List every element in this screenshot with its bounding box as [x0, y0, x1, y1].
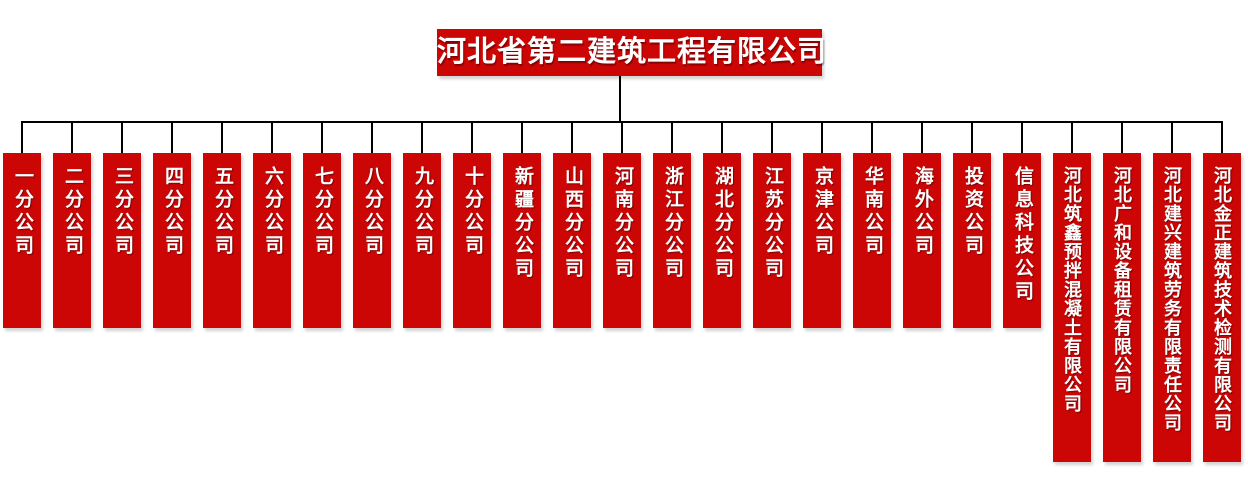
branch-box: 十分公司 [453, 153, 491, 328]
branch-connector-line [1021, 121, 1023, 153]
branch-connector-line [221, 121, 223, 153]
root-company-label: 河北省第二建筑工程有限公司 [437, 36, 828, 68]
branch-box: 江苏分公司 [753, 153, 791, 328]
branch-connector-line [121, 121, 123, 153]
branch-box: 九分公司 [403, 153, 441, 328]
branch-box: 河北筑鑫预拌混凝土有限公司 [1053, 153, 1091, 462]
branch-label: 河南分公司 [612, 166, 633, 281]
branch-connector-line [1071, 121, 1073, 153]
branch-box: 五分公司 [203, 153, 241, 328]
branch-label: 河北金正建筑技术检测有限公司 [1212, 166, 1232, 432]
branch-box: 湖北分公司 [703, 153, 741, 328]
branch-label: 四分公司 [162, 166, 183, 258]
branch-box: 七分公司 [303, 153, 341, 328]
branch-label: 八分公司 [362, 166, 383, 258]
branch-connector-line [721, 121, 723, 153]
branch-label: 河北广和设备租赁有限公司 [1112, 166, 1132, 394]
branch-connector-line [1221, 121, 1223, 153]
branch-label: 浙江分公司 [662, 166, 683, 281]
branch-label: 二分公司 [62, 166, 83, 258]
branch-box: 华南公司 [853, 153, 891, 328]
branch-label: 信息科技公司 [1012, 166, 1033, 304]
branch-box: 投资公司 [953, 153, 991, 328]
branch-label: 投资公司 [962, 166, 983, 258]
branch-connector-line [571, 121, 573, 153]
branch-box: 新疆分公司 [503, 153, 541, 328]
branch-label: 华南公司 [862, 166, 883, 258]
branch-label: 河北筑鑫预拌混凝土有限公司 [1062, 166, 1082, 413]
branch-connector-line [421, 121, 423, 153]
branch-connector-line [871, 121, 873, 153]
branch-label: 新疆分公司 [512, 166, 533, 281]
branch-connector-line [771, 121, 773, 153]
branch-connector-line [821, 121, 823, 153]
branch-label: 江苏分公司 [762, 166, 783, 281]
branch-connector-line [671, 121, 673, 153]
branch-connector-line [971, 121, 973, 153]
branch-box: 山西分公司 [553, 153, 591, 328]
branch-connector-line [471, 121, 473, 153]
branch-connector-line [1171, 121, 1173, 153]
branch-label: 湖北分公司 [712, 166, 733, 281]
branch-connector-line [521, 121, 523, 153]
root-connector-line [619, 76, 621, 122]
branch-box: 四分公司 [153, 153, 191, 328]
branch-connector-line [71, 121, 73, 153]
branch-label: 一分公司 [12, 166, 33, 258]
branch-connector-line [171, 121, 173, 153]
branch-connector-line [621, 121, 623, 153]
branch-label: 七分公司 [312, 166, 333, 258]
branch-label: 三分公司 [112, 166, 133, 258]
branch-box: 河北广和设备租赁有限公司 [1103, 153, 1141, 462]
branch-box: 信息科技公司 [1003, 153, 1041, 328]
branch-label: 五分公司 [212, 166, 233, 258]
branch-box: 河北建兴建筑劳务有限责任公司 [1153, 153, 1191, 462]
branch-box: 京津公司 [803, 153, 841, 328]
branch-connector-line [271, 121, 273, 153]
branch-box: 六分公司 [253, 153, 291, 328]
branch-label: 十分公司 [462, 166, 483, 258]
branch-connector-line [321, 121, 323, 153]
branch-label: 京津公司 [812, 166, 833, 258]
branch-box: 一分公司 [3, 153, 41, 328]
branch-box: 浙江分公司 [653, 153, 691, 328]
branch-connector-line [1121, 121, 1123, 153]
branch-box: 三分公司 [103, 153, 141, 328]
branch-connector-line [371, 121, 373, 153]
branch-label: 山西分公司 [562, 166, 583, 281]
branch-box: 河北金正建筑技术检测有限公司 [1203, 153, 1241, 462]
branch-connector-line [921, 121, 923, 153]
branch-label: 河北建兴建筑劳务有限责任公司 [1162, 166, 1182, 432]
branch-label: 九分公司 [412, 166, 433, 258]
branch-label: 海外公司 [912, 166, 933, 258]
branch-label: 六分公司 [262, 166, 283, 258]
branch-connector-line [21, 121, 23, 153]
root-company-box: 河北省第二建筑工程有限公司 [437, 29, 826, 76]
branch-box: 二分公司 [53, 153, 91, 328]
branch-box: 八分公司 [353, 153, 391, 328]
branch-box: 海外公司 [903, 153, 941, 328]
branch-box: 河南分公司 [603, 153, 641, 328]
